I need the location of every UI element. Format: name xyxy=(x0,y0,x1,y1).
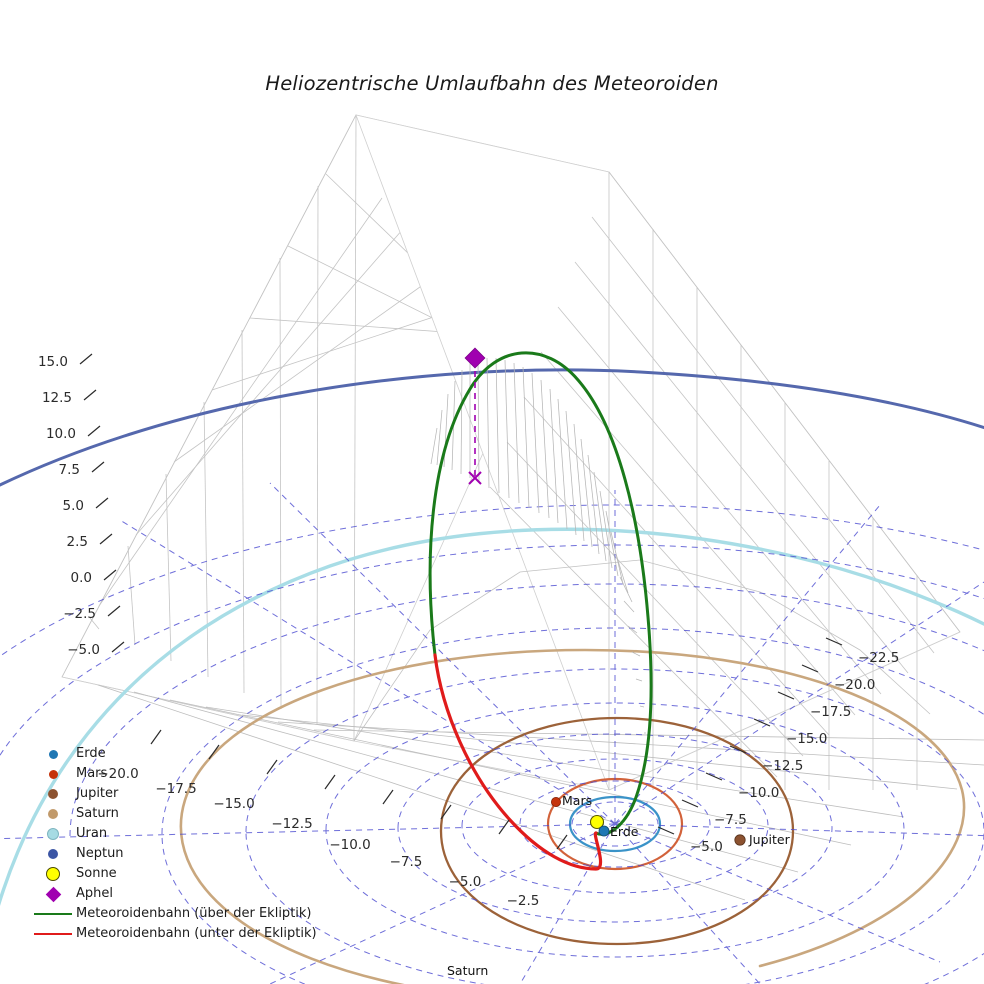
z-tick-0: 15.0 xyxy=(38,354,68,370)
label-mars: Mars xyxy=(562,793,592,808)
z-tick-1: 12.5 xyxy=(42,390,72,406)
y-tick-0: −22.5 xyxy=(858,650,899,666)
y-tick-3: −15.0 xyxy=(786,731,827,747)
orbit-erde xyxy=(568,795,662,853)
orbit-jupiter xyxy=(439,716,795,946)
legend-label-mars: Mars xyxy=(76,766,108,781)
legend-label-sonne: Sonne xyxy=(76,866,117,881)
page-title: Heliozentrische Umlaufbahn des Meteoroid… xyxy=(265,72,719,95)
aphelion-marker xyxy=(464,347,486,369)
y-tick-6: −7.5 xyxy=(714,812,747,828)
legend-label-uran: Uran xyxy=(76,826,108,841)
legend-item-jupiter[interactable]: Jupiter xyxy=(30,784,330,804)
x-tick-7: −2.5 xyxy=(507,893,540,909)
z-tick-6: 0.0 xyxy=(71,570,92,586)
legend-item-uran[interactable]: Uran xyxy=(30,824,330,844)
legend-item-orbit-below[interactable]: Meteoroidenbahn (unter der Ekliptik) xyxy=(30,924,330,944)
neptun-marker-icon xyxy=(30,849,76,859)
orbit-neptun xyxy=(0,368,984,487)
uran-marker-icon xyxy=(30,828,76,840)
saturn-marker-icon xyxy=(30,809,76,819)
y-tick-1: −20.0 xyxy=(834,677,875,693)
pane-right-wall xyxy=(355,114,961,791)
legend-item-aphel[interactable]: Aphel xyxy=(30,884,330,904)
legend-label-saturn: Saturn xyxy=(76,806,119,821)
legend-item-saturn[interactable]: Saturn xyxy=(30,804,330,824)
meteoroid-orbit-below xyxy=(433,653,603,871)
z-axis-ticks xyxy=(79,353,125,653)
z-tick-5: 2.5 xyxy=(67,534,88,550)
meteoroid-orbit-above xyxy=(428,351,653,836)
label-erde: Erde xyxy=(610,824,639,839)
z-tick-2: 10.0 xyxy=(46,426,76,442)
x-tick-4: −10.0 xyxy=(329,837,370,853)
mars-marker-icon xyxy=(30,769,76,779)
legend-label-neptun: Neptun xyxy=(76,846,124,861)
legend-label-jupiter: Jupiter xyxy=(76,786,119,801)
legend-item-orbit-above[interactable]: Meteoroidenbahn (über der Ekliptik) xyxy=(30,904,330,924)
legend-item-mars[interactable]: Mars xyxy=(30,764,330,784)
aphel-marker-icon xyxy=(30,886,76,902)
y-tick-7: −5.0 xyxy=(690,839,723,855)
x-tick-5: −7.5 xyxy=(390,854,423,870)
marker-jupiter xyxy=(734,834,746,846)
y-tick-2: −17.5 xyxy=(810,704,851,720)
y-tick-5: −10.0 xyxy=(738,785,779,801)
x-tick-6: −5.0 xyxy=(449,874,482,890)
label-jupiter: Jupiter xyxy=(748,832,791,847)
marker-erde xyxy=(598,825,610,837)
legend-label-orbit-below: Meteoroidenbahn (unter der Ekliptik) xyxy=(76,926,317,941)
legend-label-erde: Erde xyxy=(76,746,106,761)
label-saturn: Saturn xyxy=(447,963,488,978)
z-tick-7: −2.5 xyxy=(63,606,96,622)
legend-label-aphel: Aphel xyxy=(76,886,113,901)
jupiter-marker-icon xyxy=(30,789,76,799)
legend-item-sonne[interactable]: Sonne xyxy=(30,864,330,884)
marker-mars xyxy=(551,797,562,808)
z-tick-4: 5.0 xyxy=(63,498,84,514)
orbit-mars xyxy=(546,777,684,871)
legend-item-neptun[interactable]: Neptun xyxy=(30,844,330,864)
legend-label-orbit-above: Meteoroidenbahn (über der Ekliptik) xyxy=(76,906,312,921)
plot-legend: Erde Mars Jupiter Saturn Uran xyxy=(30,744,330,944)
erde-marker-icon xyxy=(30,749,76,759)
y-tick-4: −12.5 xyxy=(762,758,803,774)
y-axis-ticks xyxy=(657,637,843,835)
pane-left-wall xyxy=(61,114,610,742)
legend-item-erde[interactable]: Erde xyxy=(30,744,330,764)
orbit-below-line-icon xyxy=(30,933,76,935)
orbit-above-line-icon xyxy=(30,913,76,915)
marker-sonne xyxy=(589,814,605,830)
z-tick-8: −5.0 xyxy=(67,642,100,658)
sonne-marker-icon xyxy=(30,867,76,881)
aphelion-projection-x-marker xyxy=(468,471,482,485)
z-tick-3: 7.5 xyxy=(59,462,80,478)
